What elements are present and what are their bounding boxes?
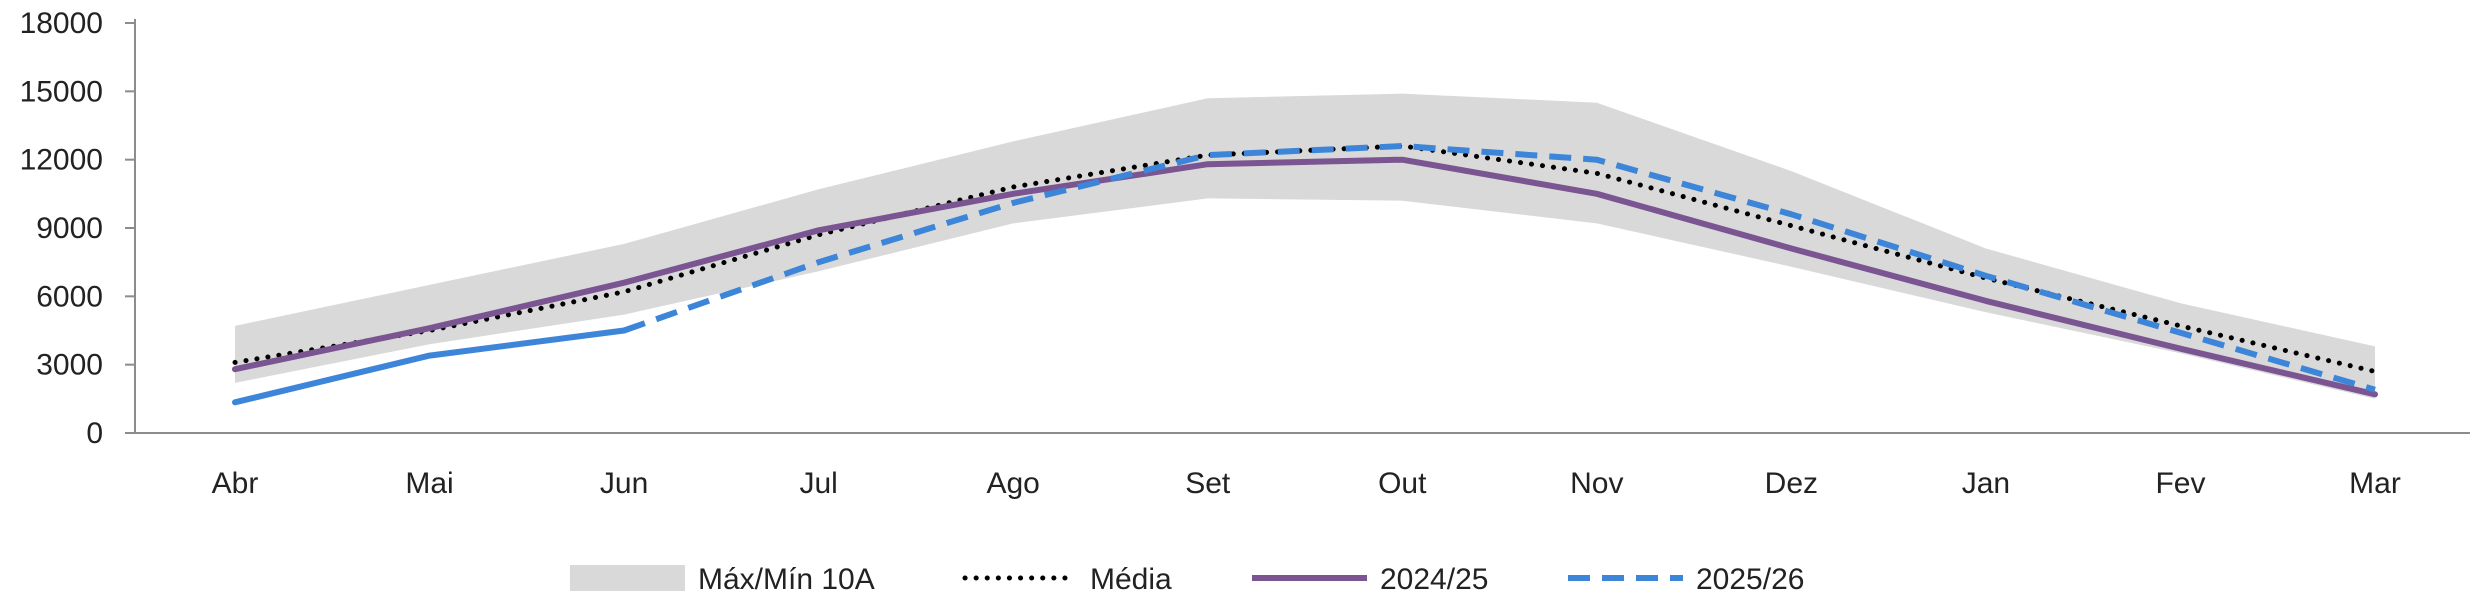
point-2025-26-dez (1788, 211, 1794, 217)
point-media-jun (621, 289, 627, 295)
point-2024-25-out (1399, 157, 1405, 163)
legend: Máx/Mín 10A Média 2024/25 2025/26 (570, 563, 1804, 596)
series-line-2025-26-solid (232, 327, 628, 406)
x-tick-label-set: Set (1185, 467, 1231, 500)
series-line-2025-26-dashed (623, 143, 2376, 393)
series-2025-26 (232, 143, 2378, 406)
point-media-nov (1594, 170, 1600, 176)
x-tick-label-jun: Jun (600, 467, 648, 500)
point-2024-25-jun (621, 280, 627, 286)
point-2025-26-nov (1594, 157, 1600, 163)
point-2024-25-jan (1983, 298, 1989, 304)
x-tick-label-jul: Jul (799, 467, 837, 500)
series-line-2024-25 (232, 156, 2378, 398)
point-2025-26-mai (427, 353, 433, 359)
point-media-fev (2177, 323, 2183, 329)
legend-item-max-min-10a: Máx/Mín 10A (570, 563, 875, 596)
x-tick-label-dez: Dez (1765, 467, 1818, 500)
x-tick-label-out: Out (1378, 467, 1427, 500)
x-tick-label-mar: Mar (2349, 467, 2401, 500)
y-tick-label-0: 0 (86, 417, 103, 450)
legend-item-2024-25: 2024/25 (1252, 563, 1488, 596)
legend-label-max-min-10a: Máx/Mín 10A (698, 563, 875, 596)
y-tick-label-18000: 18000 (20, 7, 103, 40)
legend-swatch-max-min-10a (570, 565, 685, 591)
point-2024-25-mai (427, 325, 433, 331)
y-tick-label-9000: 9000 (36, 212, 103, 245)
point-2024-25-dez (1788, 246, 1794, 252)
point-2025-26-jul (816, 259, 822, 265)
y-tick-label-12000: 12000 (20, 144, 103, 177)
point-media-dez (1788, 223, 1794, 229)
x-tick-label-fev: Fev (2155, 467, 2205, 500)
x-tick-label-abr: Abr (212, 467, 259, 500)
y-tick-label-6000: 6000 (36, 280, 103, 313)
legend-item-media: Média (962, 563, 1172, 596)
point-2025-26-jan (1983, 273, 1989, 279)
point-2025-26-jun (621, 328, 627, 334)
y-tick-label-15000: 15000 (20, 75, 103, 108)
point-2024-25-ago (1010, 191, 1016, 197)
series-layer (232, 143, 2378, 406)
point-2024-25-jul (816, 227, 822, 233)
legend-label-2025-26: 2025/26 (1696, 563, 1804, 596)
point-2024-25-set (1205, 161, 1211, 167)
band-area-max-min (235, 93, 2375, 399)
legend-label-2024-25: 2024/25 (1380, 563, 1488, 596)
series-2024-25 (232, 156, 2378, 398)
point-media-abr (232, 359, 238, 365)
x-tick-label-mai: Mai (405, 467, 453, 500)
point-2025-26-mar (2372, 387, 2378, 393)
point-2025-26-set (1205, 152, 1211, 158)
point-2024-25-fev (2177, 346, 2183, 352)
point-media-mar (2372, 369, 2378, 375)
y-tick-label-3000: 3000 (36, 349, 103, 382)
point-2024-25-nov (1594, 191, 1600, 197)
point-2025-26-fev (2177, 330, 2183, 336)
point-2025-26-ago (1010, 200, 1016, 206)
point-2025-26-out (1399, 143, 1405, 149)
point-2025-26-abr (232, 399, 238, 405)
band-layer (235, 93, 2375, 399)
legend-label-media: Média (1090, 563, 1172, 596)
x-tick-label-ago: Ago (986, 467, 1039, 500)
x-tick-label-nov: Nov (1570, 467, 1623, 500)
point-media-ago (1010, 184, 1016, 190)
x-tick-label-jan: Jan (1962, 467, 2010, 500)
point-2024-25-abr (232, 366, 238, 372)
axis-layer: 0 3000 6000 9000 12000 15000 18000 Abr Mai Jun Jul… (20, 7, 2470, 500)
legend-item-2025-26: 2025/26 (1568, 563, 1804, 596)
